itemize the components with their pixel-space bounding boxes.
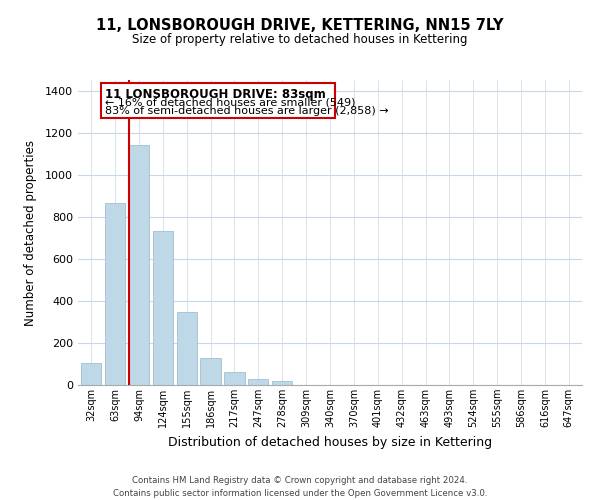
Bar bbox=[152, 232, 173, 385]
Bar bbox=[272, 381, 292, 385]
X-axis label: Distribution of detached houses by size in Kettering: Distribution of detached houses by size … bbox=[168, 436, 492, 448]
Text: Size of property relative to detached houses in Kettering: Size of property relative to detached ho… bbox=[132, 32, 468, 46]
Bar bbox=[81, 363, 101, 385]
FancyBboxPatch shape bbox=[101, 83, 335, 118]
Bar bbox=[248, 378, 268, 385]
Bar bbox=[176, 312, 197, 385]
Text: Contains HM Land Registry data © Crown copyright and database right 2024.
Contai: Contains HM Land Registry data © Crown c… bbox=[113, 476, 487, 498]
Text: 83% of semi-detached houses are larger (2,858) →: 83% of semi-detached houses are larger (… bbox=[105, 106, 388, 117]
Text: 11 LONSBOROUGH DRIVE: 83sqm: 11 LONSBOROUGH DRIVE: 83sqm bbox=[105, 88, 326, 101]
Y-axis label: Number of detached properties: Number of detached properties bbox=[23, 140, 37, 326]
Bar bbox=[129, 145, 149, 385]
Bar bbox=[105, 203, 125, 385]
Text: ← 16% of detached houses are smaller (549): ← 16% of detached houses are smaller (54… bbox=[105, 98, 355, 108]
Bar bbox=[224, 372, 245, 385]
Bar bbox=[200, 358, 221, 385]
Text: 11, LONSBOROUGH DRIVE, KETTERING, NN15 7LY: 11, LONSBOROUGH DRIVE, KETTERING, NN15 7… bbox=[96, 18, 504, 32]
